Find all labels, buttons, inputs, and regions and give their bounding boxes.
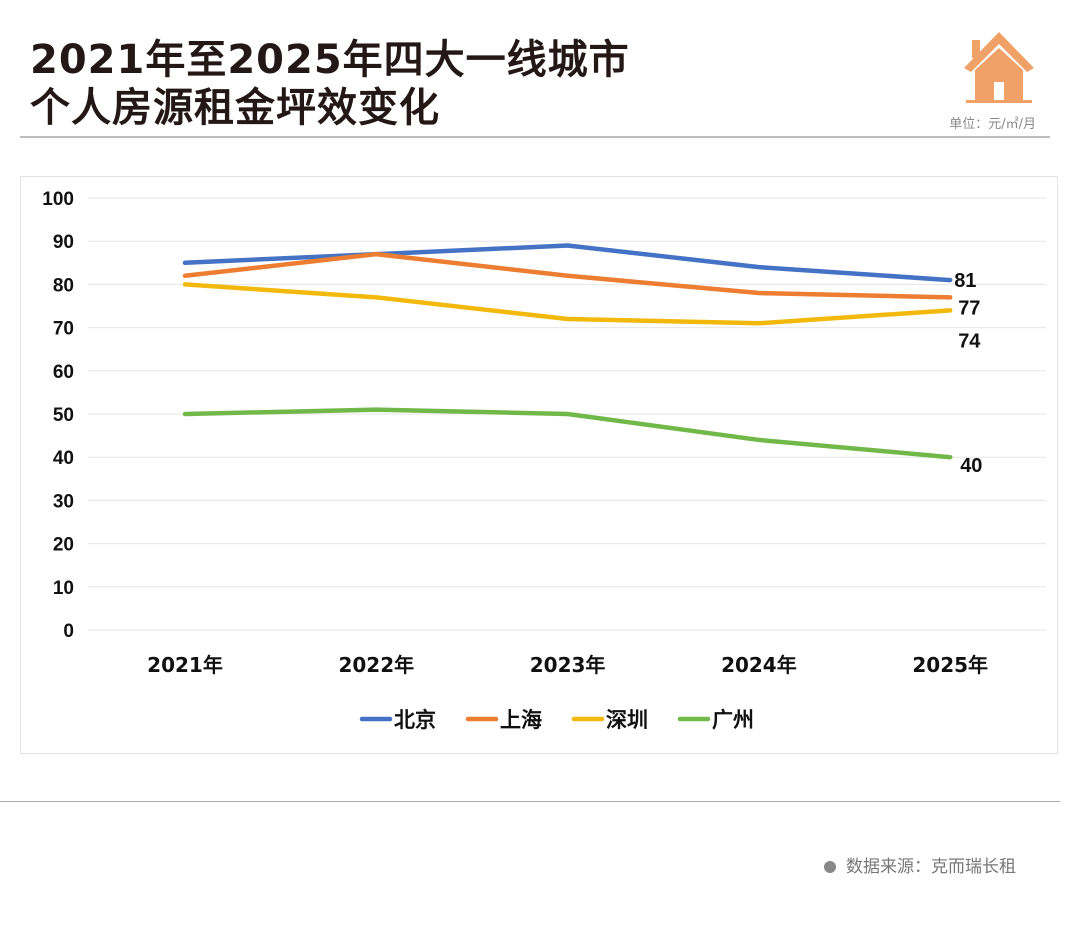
house-icon xyxy=(964,32,1034,103)
data-label: 40 xyxy=(960,455,982,477)
y-tick-label: 0 xyxy=(63,621,74,642)
x-tick-label: 2023年 xyxy=(530,653,606,677)
chart-title: 2021年至2025年四大一线城市 个人房源租金坪效变化 xyxy=(30,36,630,132)
y-tick-label: 30 xyxy=(53,491,74,512)
y-tick-label: 20 xyxy=(53,535,74,556)
legend-label: 深圳 xyxy=(606,708,648,732)
y-tick-label: 60 xyxy=(53,362,74,383)
divider xyxy=(0,801,1060,802)
y-tick-label: 70 xyxy=(53,319,74,340)
y-tick-label: 10 xyxy=(53,578,74,599)
y-tick-label: 80 xyxy=(53,275,74,296)
y-tick-label: 40 xyxy=(53,448,74,469)
chart-frame xyxy=(20,176,1058,754)
y-tick-label: 50 xyxy=(53,405,74,426)
y-tick-label: 100 xyxy=(42,189,74,210)
legend-label: 上海 xyxy=(500,708,542,732)
source-text: 数据来源：克而瑞长租 xyxy=(846,857,1016,877)
divider xyxy=(20,136,1050,138)
y-tick-label: 90 xyxy=(53,232,74,253)
data-label: 74 xyxy=(958,330,981,352)
x-tick-label: 2021年 xyxy=(147,653,223,677)
legend-label: 北京 xyxy=(394,708,436,732)
x-tick-label: 2022年 xyxy=(338,653,414,677)
title-line-2: 个人房源租金坪效变化 xyxy=(30,85,440,131)
series-line-深圳 xyxy=(182,282,953,326)
unit-label: 单位：元/㎡/月 xyxy=(949,117,1036,132)
legend-label: 广州 xyxy=(712,708,754,732)
source-note: 数据来源：克而瑞长租 xyxy=(824,852,1016,877)
data-label: 77 xyxy=(958,297,980,319)
title-line-1: 2021年至2025年四大一线城市 xyxy=(30,37,630,83)
data-label: 81 xyxy=(954,270,976,292)
series-line-广州 xyxy=(182,407,953,460)
line-chart: 0 10 20 30 40 50 60 70 80 90 100 2021年 2022年 2023年 202… xyxy=(42,189,1046,732)
bullet-icon xyxy=(824,861,836,873)
x-tick-label: 2025年 xyxy=(912,653,988,677)
x-tick-label: 2024年 xyxy=(721,653,797,677)
